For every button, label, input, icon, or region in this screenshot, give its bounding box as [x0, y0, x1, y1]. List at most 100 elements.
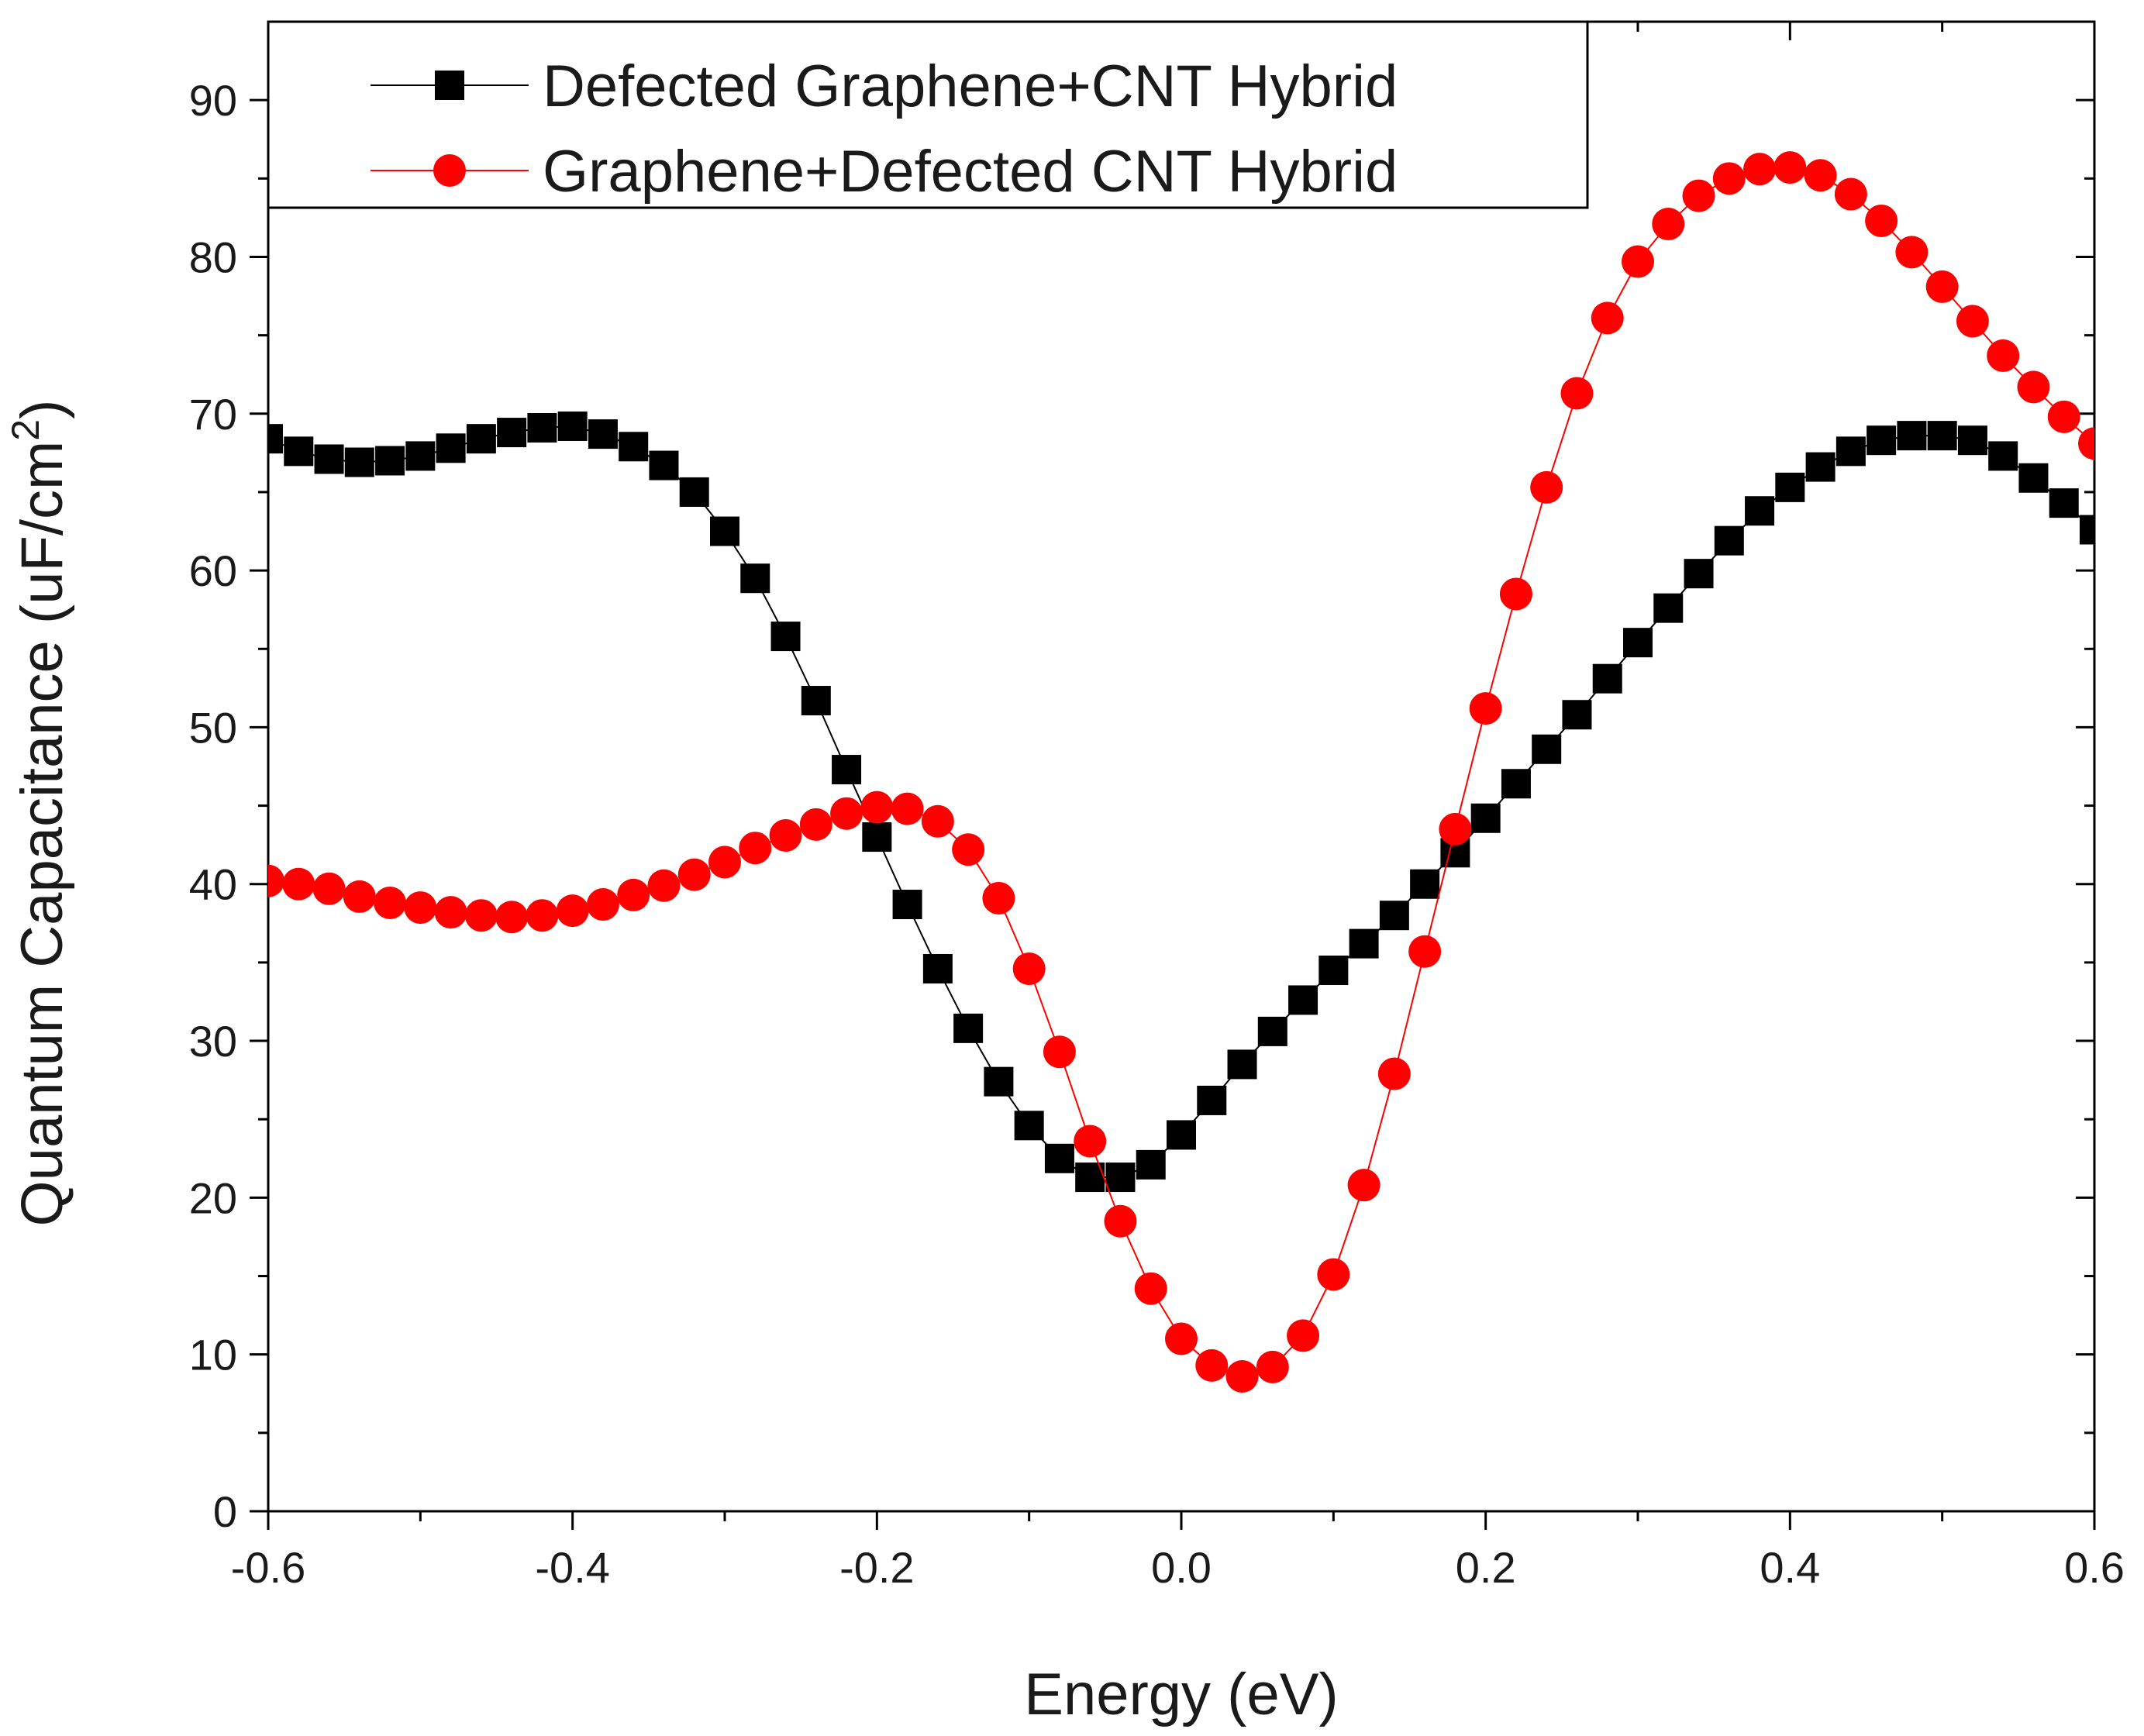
data-point-square: [1957, 425, 1987, 456]
data-point-square: [710, 516, 739, 546]
data-point-circle: [799, 808, 832, 841]
data-point-circle: [464, 899, 498, 932]
data-point-square: [2080, 515, 2094, 545]
data-point-circle: [1622, 245, 1654, 278]
data-point-circle: [526, 899, 559, 932]
data-point-circle: [1712, 162, 1746, 195]
data-point-circle: [1804, 159, 1837, 192]
y-tick-label: 10: [189, 1331, 237, 1380]
data-point-square: [1136, 1149, 1166, 1180]
data-point-circle: [1743, 153, 1777, 186]
data-point-square: [405, 441, 436, 471]
data-point-square: [1501, 769, 1531, 799]
data-point-circle: [1012, 952, 1046, 985]
data-point-square: [497, 418, 527, 448]
y-axis-title-tail: ): [9, 400, 75, 419]
data-point-square: [1562, 700, 1592, 730]
data-point-square: [1897, 421, 1927, 451]
legend-marker-square: [435, 71, 464, 100]
data-point-circle: [434, 896, 467, 929]
data-point-square: [1592, 663, 1622, 694]
data-point-circle: [268, 864, 284, 897]
series-1: [268, 411, 2094, 1193]
plot-border: [267, 20, 2096, 1513]
data-point-square: [1745, 496, 1775, 526]
data-point-circle: [1225, 1360, 1259, 1393]
data-point-circle: [677, 858, 711, 891]
y-tick-label: 0: [213, 1487, 237, 1536]
data-point-circle: [1895, 236, 1929, 269]
y-axis: 0 10 20 30 40 50 60 70 80 90: [189, 76, 2094, 1536]
data-point-circle: [647, 869, 681, 902]
data-point-circle: [1195, 1348, 1229, 1382]
data-point-square: [1714, 525, 1744, 556]
data-point-square: [1167, 1120, 1196, 1150]
data-point-square: [1349, 928, 1379, 959]
data-point-square: [740, 563, 770, 594]
data-point-square: [1623, 628, 1653, 658]
x-tick-label: 0.6: [2064, 1543, 2125, 1592]
data-point-circle: [2078, 427, 2094, 460]
data-point-circle: [586, 888, 619, 921]
x-tick-label: -0.6: [231, 1543, 306, 1592]
data-point-circle: [1347, 1169, 1381, 1202]
data-point-circle: [1287, 1319, 1320, 1352]
data-point-square: [588, 419, 618, 450]
data-point-circle: [982, 881, 1015, 914]
y-tick-label: 50: [189, 703, 237, 752]
y-tick-label: 70: [189, 390, 237, 439]
data-point-circle: [739, 832, 772, 865]
data-point-square: [649, 450, 679, 480]
data-point-square: [2018, 463, 2049, 493]
data-point-circle: [1987, 339, 2020, 372]
data-point-circle: [891, 792, 924, 825]
series-line: [268, 167, 2094, 1378]
data-point-square: [832, 755, 862, 785]
data-point-circle: [1317, 1258, 1350, 1291]
data-point-circle: [1499, 577, 1532, 611]
data-point-circle: [1043, 1035, 1076, 1069]
y-tick-label: 60: [189, 546, 237, 595]
data-point-square: [436, 433, 466, 463]
data-point-circle: [617, 878, 650, 911]
data-point-circle: [1377, 1057, 1411, 1090]
data-point-circle: [374, 887, 407, 920]
data-point-square: [466, 424, 496, 454]
data-point-square: [1867, 425, 1897, 456]
y-tick-label: 20: [189, 1173, 237, 1222]
data-point-square: [557, 411, 588, 441]
data-point-circle: [952, 833, 985, 866]
legend-label: Graphene+Defected CNT Hybrid: [543, 139, 1398, 205]
data-point-square: [1410, 869, 1440, 899]
data-point-circle: [343, 880, 376, 913]
data-point-circle: [1925, 270, 1959, 303]
data-point-square: [268, 424, 283, 454]
series-2: [268, 151, 2094, 1393]
data-point-circle: [1652, 207, 1685, 240]
data-point-circle: [1773, 151, 1807, 184]
data-point-square: [1775, 472, 1805, 502]
data-point-circle: [2047, 400, 2080, 433]
data-point-square: [801, 686, 831, 716]
data-point-circle: [1560, 377, 1594, 410]
data-point-circle: [1104, 1204, 1137, 1238]
data-point-square: [1988, 441, 2018, 471]
data-point-square: [1805, 452, 1835, 482]
data-point-square: [922, 953, 953, 983]
legend-label: Defected Graphene+CNT Hybrid: [543, 53, 1398, 119]
data-point-circle: [404, 891, 437, 925]
data-point-square: [314, 444, 344, 474]
data-point-circle: [556, 894, 589, 928]
data-point-square: [1288, 985, 1318, 1015]
series-layer: [268, 151, 2094, 1393]
x-axis-title: Energy (eV): [1024, 1662, 1339, 1727]
data-point-circle: [1256, 1350, 1289, 1383]
data-point-circle: [1530, 470, 1563, 504]
data-point-circle: [1865, 204, 1898, 237]
data-point-circle: [1834, 177, 1867, 211]
y-tick-label: 90: [189, 76, 237, 125]
data-point-circle: [860, 790, 894, 824]
data-point-square: [1684, 559, 1714, 589]
data-point-square: [1532, 734, 1562, 764]
y-tick-label: 30: [189, 1017, 237, 1066]
